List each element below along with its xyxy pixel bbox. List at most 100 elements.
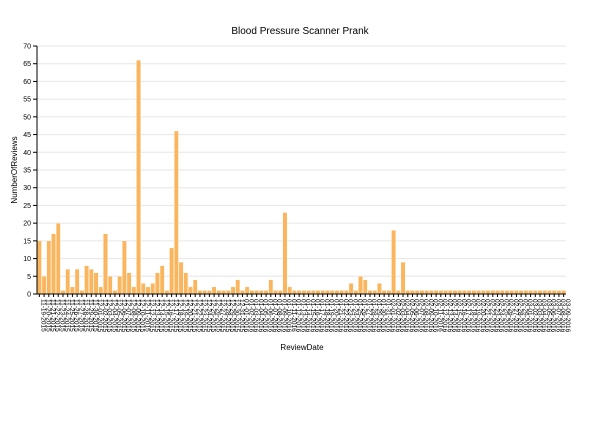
y-tick-label: 5 xyxy=(27,274,31,281)
bar xyxy=(518,290,524,295)
bar xyxy=(136,60,141,295)
bar xyxy=(471,290,477,295)
bar xyxy=(273,290,278,295)
x-tick-label: 02-11-2016 xyxy=(436,299,443,332)
x-tick-label: 02-24-2016 xyxy=(498,299,505,333)
x-tick-label: 12-12-2015 xyxy=(148,299,155,333)
bar xyxy=(207,290,212,295)
x-tick-label: 12-01-2015 xyxy=(96,299,103,333)
bar xyxy=(542,290,548,295)
x-tick-label: 01-24-2016 xyxy=(351,299,358,333)
x-tick-label: 11-21-2015 xyxy=(49,299,56,332)
x-tick-label: 12-28-2015 xyxy=(224,299,231,333)
bar xyxy=(192,279,198,295)
bar xyxy=(70,286,75,295)
x-tick-label: 01-17-2016 xyxy=(318,299,325,333)
x-tick-label: 02-04-2016 xyxy=(403,299,410,333)
x-tick-label: 12-13-2015 xyxy=(153,299,160,333)
x-tick-label: 11-24-2015 xyxy=(63,299,70,332)
bar xyxy=(315,290,321,295)
bar xyxy=(211,286,217,295)
bar xyxy=(259,290,264,295)
bar xyxy=(282,212,288,295)
x-tick-label: 11-30-2015 xyxy=(92,299,99,332)
x-tick-label: 01-06-2016 xyxy=(266,299,273,333)
bar xyxy=(41,276,47,295)
bar xyxy=(60,290,66,295)
bar xyxy=(268,279,274,295)
x-tick-label: 01-15-2016 xyxy=(309,299,316,333)
y-tick-label: 65 xyxy=(23,61,31,68)
bar xyxy=(37,240,42,295)
bar xyxy=(429,290,434,295)
bar xyxy=(277,290,283,295)
bar xyxy=(396,290,401,295)
bar xyxy=(358,276,363,295)
x-tick-label: 01-25-2016 xyxy=(356,299,363,333)
x-tick-label: 01-31-2016 xyxy=(384,299,391,333)
x-tick-label: 12-15-2015 xyxy=(162,299,169,333)
bar xyxy=(46,240,52,295)
bar xyxy=(55,222,61,295)
bar xyxy=(528,290,533,295)
x-tick-label: 11-28-2015 xyxy=(82,299,89,332)
x-tick-label: 02-26-2016 xyxy=(507,299,514,333)
x-tick-label: 01-13-2016 xyxy=(299,299,306,333)
bar xyxy=(386,290,392,295)
bar xyxy=(197,290,203,295)
x-tick-label: 03-08-2016 xyxy=(559,299,566,333)
bar xyxy=(254,290,259,295)
x-tick-label: 02-07-2016 xyxy=(417,299,424,333)
x-tick-label: 01-11-2016 xyxy=(290,299,297,332)
x-tick-label: 12-04-2015 xyxy=(110,299,117,333)
bar xyxy=(504,290,510,295)
bar xyxy=(164,290,170,295)
bar xyxy=(457,290,463,295)
bar xyxy=(533,290,538,295)
bar xyxy=(202,290,207,295)
bar xyxy=(301,290,307,295)
chart-title: Blood Pressure Scanner Prank xyxy=(231,26,369,37)
x-tick-label: 01-04-2016 xyxy=(257,299,264,333)
bar xyxy=(438,290,444,295)
x-tick-label: 03-07-2016 xyxy=(554,299,561,333)
x-tick-label: 12-30-2015 xyxy=(233,299,240,333)
x-tick-label: 01-21-2016 xyxy=(337,299,344,333)
bar xyxy=(499,290,505,295)
bar xyxy=(178,261,184,295)
x-tick-label: 01-05-2016 xyxy=(262,299,269,333)
x-axis: 11-19-201511-20-201511-21-201511-22-2015… xyxy=(37,293,571,333)
bar xyxy=(372,290,377,295)
bar xyxy=(230,286,236,295)
bar xyxy=(561,290,566,295)
x-tick-label: 01-20-2016 xyxy=(332,299,339,333)
bar xyxy=(443,290,448,295)
x-tick-label: 02-20-2016 xyxy=(479,299,486,333)
bar xyxy=(391,230,396,295)
x-tick-label: 12-10-2015 xyxy=(139,299,146,333)
x-tick-label: 01-09-2016 xyxy=(280,299,287,333)
bar xyxy=(410,290,415,295)
x-tick-label: 01-30-2016 xyxy=(380,299,387,333)
x-tick-label: 11-23-2015 xyxy=(58,299,65,332)
x-tick-label: 12-06-2015 xyxy=(120,299,127,333)
x-tick-label: 01-10-2016 xyxy=(285,299,292,333)
y-tick-label: 20 xyxy=(23,221,31,228)
bar xyxy=(448,290,453,295)
bar xyxy=(334,290,340,295)
x-tick-label: 03-09-2016 xyxy=(564,299,571,333)
x-tick-label: 12-16-2015 xyxy=(167,299,174,333)
bars xyxy=(37,60,566,295)
bar xyxy=(65,269,70,295)
x-tick-label: 11-26-2015 xyxy=(73,299,80,332)
bar xyxy=(551,290,557,295)
bar xyxy=(311,290,316,295)
x-tick-label: 01-22-2016 xyxy=(342,299,349,333)
bar xyxy=(216,290,222,295)
x-tick-label: 01-19-2016 xyxy=(328,299,335,333)
x-tick-label: 02-17-2016 xyxy=(465,299,472,333)
bar xyxy=(188,286,193,295)
x-tick-label: 12-23-2015 xyxy=(200,299,207,333)
bar xyxy=(93,272,99,295)
